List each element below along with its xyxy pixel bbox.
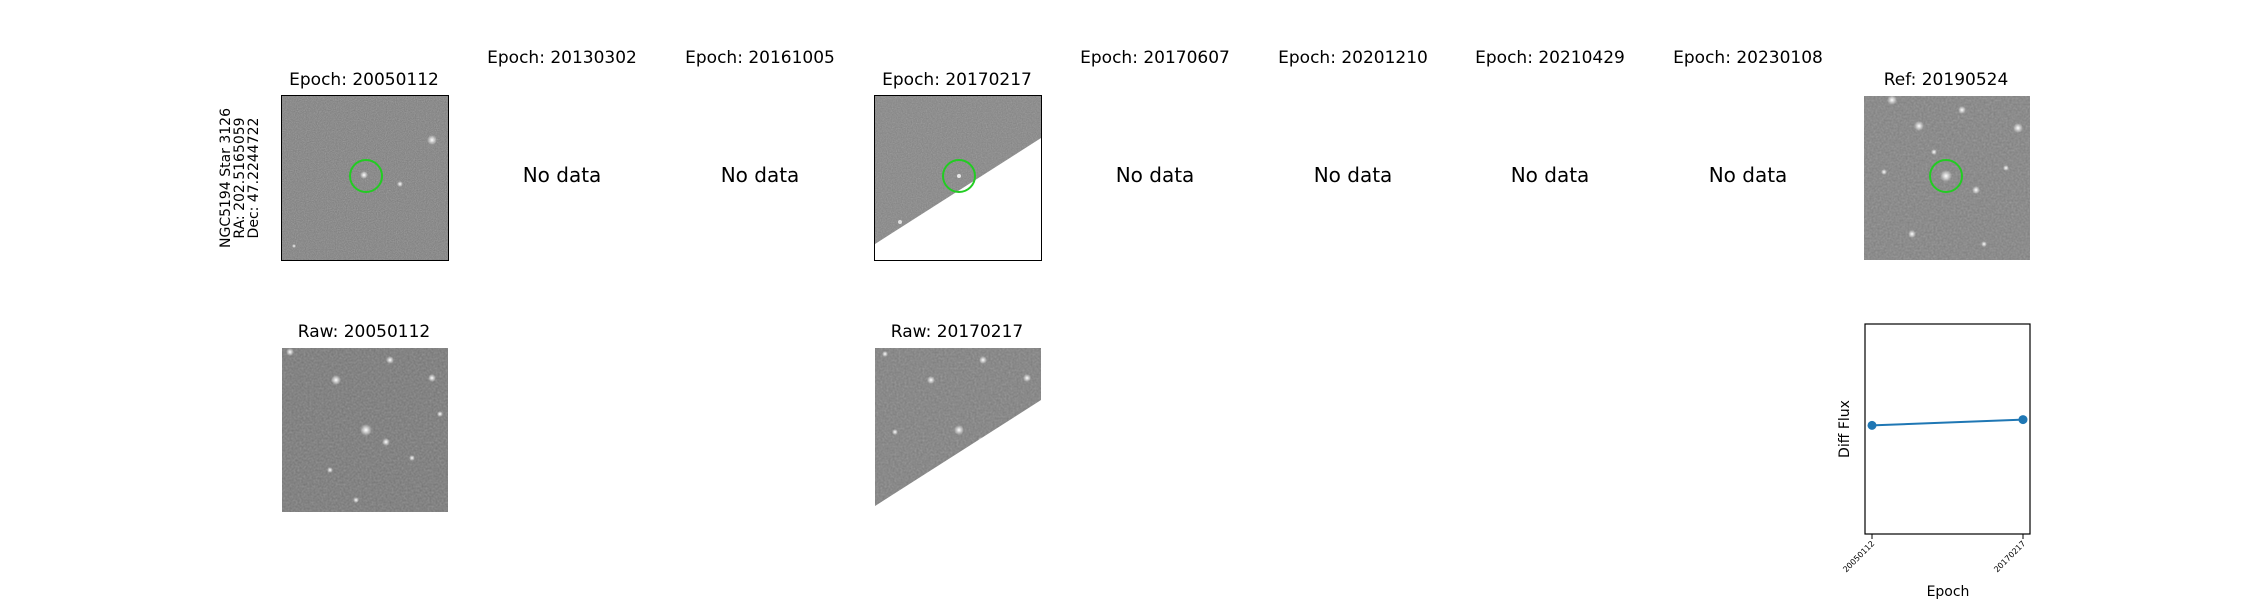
no-data-label-3: No data <box>720 163 800 187</box>
epoch-title-7: Epoch: 20210429 <box>1475 48 1625 68</box>
star-ra: RA: 202.5165059 <box>232 117 248 238</box>
no-data-label-2: No data <box>522 163 602 187</box>
epoch-title-8: Epoch: 20230108 <box>1673 48 1823 68</box>
diff-image-20170217 <box>874 95 1042 261</box>
light-curve-chart: 20050112 20170217 Diff Flux Epoch <box>1830 318 2060 600</box>
reference-title: Ref: 20190524 <box>1883 70 2009 90</box>
raw-title-2: Raw: 20170217 <box>890 322 1024 342</box>
series-line <box>1871 418 2024 427</box>
reference-image <box>1864 96 2030 260</box>
epoch-title-2: Epoch: 20130302 <box>487 48 637 68</box>
y-axis-label: Diff Flux <box>1837 400 1853 458</box>
epoch-title-3: Epoch: 20161005 <box>685 48 835 68</box>
no-data-label-7: No data <box>1510 163 1590 187</box>
target-circle-icon <box>942 159 976 193</box>
raw-image-20170217 <box>875 348 1041 512</box>
raw-title-1: Raw: 20050112 <box>297 322 431 342</box>
light-curve-svg: 20050112 20170217 Diff Flux Epoch <box>1837 323 2031 600</box>
target-circle-icon <box>349 159 383 193</box>
epoch-title-6: Epoch: 20201210 <box>1278 48 1428 68</box>
x-tick-label: 20170217 <box>1992 539 2027 574</box>
star-dec: Dec: 47.2244722 <box>246 118 262 239</box>
epoch-title-5: Epoch: 20170607 <box>1080 48 1230 68</box>
plot-frame <box>1864 323 2031 535</box>
star-name: NGC5194 Star 3126 <box>218 108 234 248</box>
no-data-label-6: No data <box>1313 163 1393 187</box>
epoch-title-4: Epoch: 20170217 <box>882 70 1032 90</box>
diff-image-20050112 <box>281 95 449 261</box>
data-point <box>1867 420 1877 430</box>
data-point <box>2018 415 2028 425</box>
x-tick-label: 20050112 <box>1841 539 1876 574</box>
x-axis-label: Epoch <box>1927 584 1970 600</box>
raw-image-20050112 <box>282 348 448 512</box>
no-data-label-8: No data <box>1708 163 1788 187</box>
epoch-title-1: Epoch: 20050112 <box>289 70 439 90</box>
no-data-label-5: No data <box>1115 163 1195 187</box>
target-circle-icon <box>1929 159 1963 193</box>
star-info-label: NGC5194 Star 3126 RA: 202.5165059 Dec: 4… <box>218 108 262 248</box>
